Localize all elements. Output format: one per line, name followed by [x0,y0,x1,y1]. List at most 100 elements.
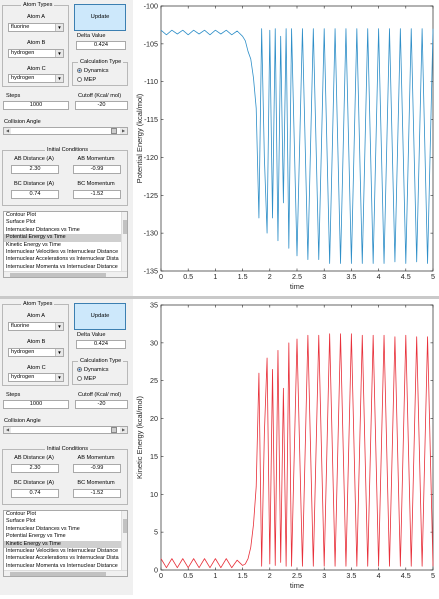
plot-list-item[interactable]: Kinetic Energy vs Time [6,241,61,248]
initial-conditions-title: Initial Conditions [45,147,91,153]
plot-list-item[interactable]: Contour Plot [6,212,36,218]
scrollbar-thumb[interactable] [10,572,106,576]
mep-radio[interactable]: MEP [77,376,96,382]
atom-c-value: hydrogen [11,374,35,380]
list-vertical-scrollbar[interactable] [121,511,127,570]
y-tick-label: -100 [144,2,158,11]
atom-a-select[interactable]: fluorine ▼ [8,23,64,32]
plot-type-list[interactable]: Contour Plot Surface Plot Internuclear Dis… [3,510,128,577]
ab-momentum-label: AB Momentum [77,455,115,461]
slider-left-icon[interactable]: ◀ [4,427,11,433]
bc-distance-label: BC Distance (A) [13,480,55,486]
slider-thumb[interactable] [110,128,117,134]
list-vertical-scrollbar[interactable] [121,212,127,271]
update-button[interactable]: Update [74,303,126,330]
atom-c-label: Atom C [27,365,46,371]
bc-distance-field[interactable]: 0.74 [11,489,59,498]
initial-conditions-group: Initial Conditions AB Distance (A) 2.30 … [2,147,128,206]
y-tick-label: -135 [144,267,158,276]
delta-label: Delta Value [77,33,106,39]
chevron-down-icon: ▼ [55,323,63,330]
y-tick-label: 30 [150,338,158,347]
scrollbar-thumb[interactable] [123,220,127,234]
cutoff-field[interactable]: -20 [75,101,128,110]
slider-thumb[interactable] [110,427,117,433]
atom-a-label: Atom A [27,313,46,319]
plot-list-item[interactable]: Internuclear Accelerations vs Internucle… [6,256,119,263]
steps-field[interactable]: 1000 [3,101,69,110]
energy-chart: 0 0.5 1 1.5 2 2.5 3 3.5 4 4.5 5 -100 -105 -110 -115 -12… [135,2,435,292]
bc-momentum-field[interactable]: -1.52 [73,190,121,199]
list-horizontal-scrollbar[interactable] [4,570,127,576]
steps-field[interactable]: 1000 [3,400,69,409]
x-axis-label: time [290,282,304,291]
plot-list-item[interactable]: Internuclear Accelerations vs Internucle… [6,555,119,562]
ab-distance-field[interactable]: 2.30 [11,464,59,473]
plot-list-item[interactable]: Contour Plot [6,511,36,517]
bc-momentum-label: BC Momentum [77,181,115,187]
cutoff-field[interactable]: -20 [75,400,128,409]
scrollbar-thumb[interactable] [10,273,106,277]
atom-a-value: fluorine [11,24,30,30]
delta-field[interactable]: 0.424 [76,340,126,349]
y-tick-label: -115 [144,115,158,124]
chevron-down-icon: ▼ [55,75,63,82]
plot-list-item[interactable]: Surface Plot [6,219,36,226]
atom-c-select[interactable]: hydrogen ▼ [8,74,64,83]
plot-list-item[interactable]: Surface Plot [6,518,36,525]
chevron-down-icon: ▼ [55,24,63,31]
dynamics-radio[interactable]: Dynamics [77,367,109,373]
plot-list-item[interactable]: Internuclear Distances vs Time [6,525,80,532]
delta-field[interactable]: 0.424 [76,41,126,50]
x-tick-label: 1 [213,272,217,281]
atom-b-select[interactable]: hydrogen ▼ [8,348,64,357]
ab-momentum-field[interactable]: -0.99 [73,165,121,174]
radio-selected-icon [77,367,82,373]
steps-label: Steps [6,392,21,398]
atom-types-group: Atom Types Atom A fluorine ▼ Atom B hydr… [2,301,69,386]
slider-left-icon[interactable]: ◀ [4,128,11,134]
mep-label: MEP [84,77,97,83]
ab-distance-label: AB Distance (A) [14,455,54,461]
calc-type-group: Calculation Type Dynamics MEP [72,59,128,86]
bc-distance-field[interactable]: 0.74 [11,190,59,199]
x-tick-label: 3 [322,272,326,281]
atom-c-select[interactable]: hydrogen ▼ [8,373,64,382]
energy-chart: 0 0.5 1 1.5 2 2.5 3 3.5 4 4.5 5 0 5 10 15 20 25 30 35 time K… [135,301,435,591]
plot-list-item[interactable]: Internuclear Distances vs Time [6,226,80,233]
ab-momentum-field[interactable]: -0.99 [73,464,121,473]
mep-radio[interactable]: MEP [77,77,96,83]
scrollbar-thumb[interactable] [123,519,127,533]
list-horizontal-scrollbar[interactable] [4,271,127,277]
initial-conditions-group: Initial Conditions AB Distance (A) 2.30 … [2,446,128,505]
plot-list-item[interactable]: Potential Energy vs Time [4,234,127,242]
slider-right-icon[interactable]: ▶ [120,128,127,134]
ab-distance-field[interactable]: 2.30 [11,165,59,174]
plot-list-item[interactable]: Internuclear Momenta vs Internuclear Dis… [6,263,118,270]
x-tick-label: 4.5 [401,272,411,281]
cutoff-label: Cutoff (Kcal/ mol) [78,392,122,398]
collision-angle-slider[interactable]: ◀ ▶ [3,426,128,434]
x-tick-label: 4.5 [401,571,411,580]
chevron-down-icon: ▼ [55,349,63,356]
atom-b-select[interactable]: hydrogen ▼ [8,49,64,58]
plot-list-items: Contour Plot Surface Plot Internuclear Dis… [4,511,127,570]
plot-list-item[interactable]: Kinetic Energy vs Time [4,540,127,548]
x-tick-label: 2 [268,571,272,580]
plot-list-item[interactable]: Internuclear Momenta vs Internuclear Dis… [6,562,118,569]
plot-type-list[interactable]: Contour Plot Surface Plot Internuclear Dis… [3,211,128,278]
slider-right-icon[interactable]: ▶ [120,427,127,433]
atom-b-value: hydrogen [11,349,35,355]
update-button[interactable]: Update [74,4,126,31]
atom-a-select[interactable]: fluorine ▼ [8,322,64,331]
dynamics-radio[interactable]: Dynamics [77,68,109,74]
x-tick-label: 4 [377,571,381,580]
collision-angle-label: Collision Angle [4,418,41,424]
bc-momentum-field[interactable]: -1.52 [73,489,121,498]
plot-list-item[interactable]: Internuclear Velocities vs Internuclear … [6,547,119,554]
collision-angle-slider[interactable]: ◀ ▶ [3,127,128,135]
plot-list-item[interactable]: Potential Energy vs Time [6,533,66,540]
radio-empty-icon [77,376,82,382]
x-tick-label: 2.5 [292,571,302,580]
plot-list-item[interactable]: Internuclear Velocities vs Internuclear … [6,248,119,255]
